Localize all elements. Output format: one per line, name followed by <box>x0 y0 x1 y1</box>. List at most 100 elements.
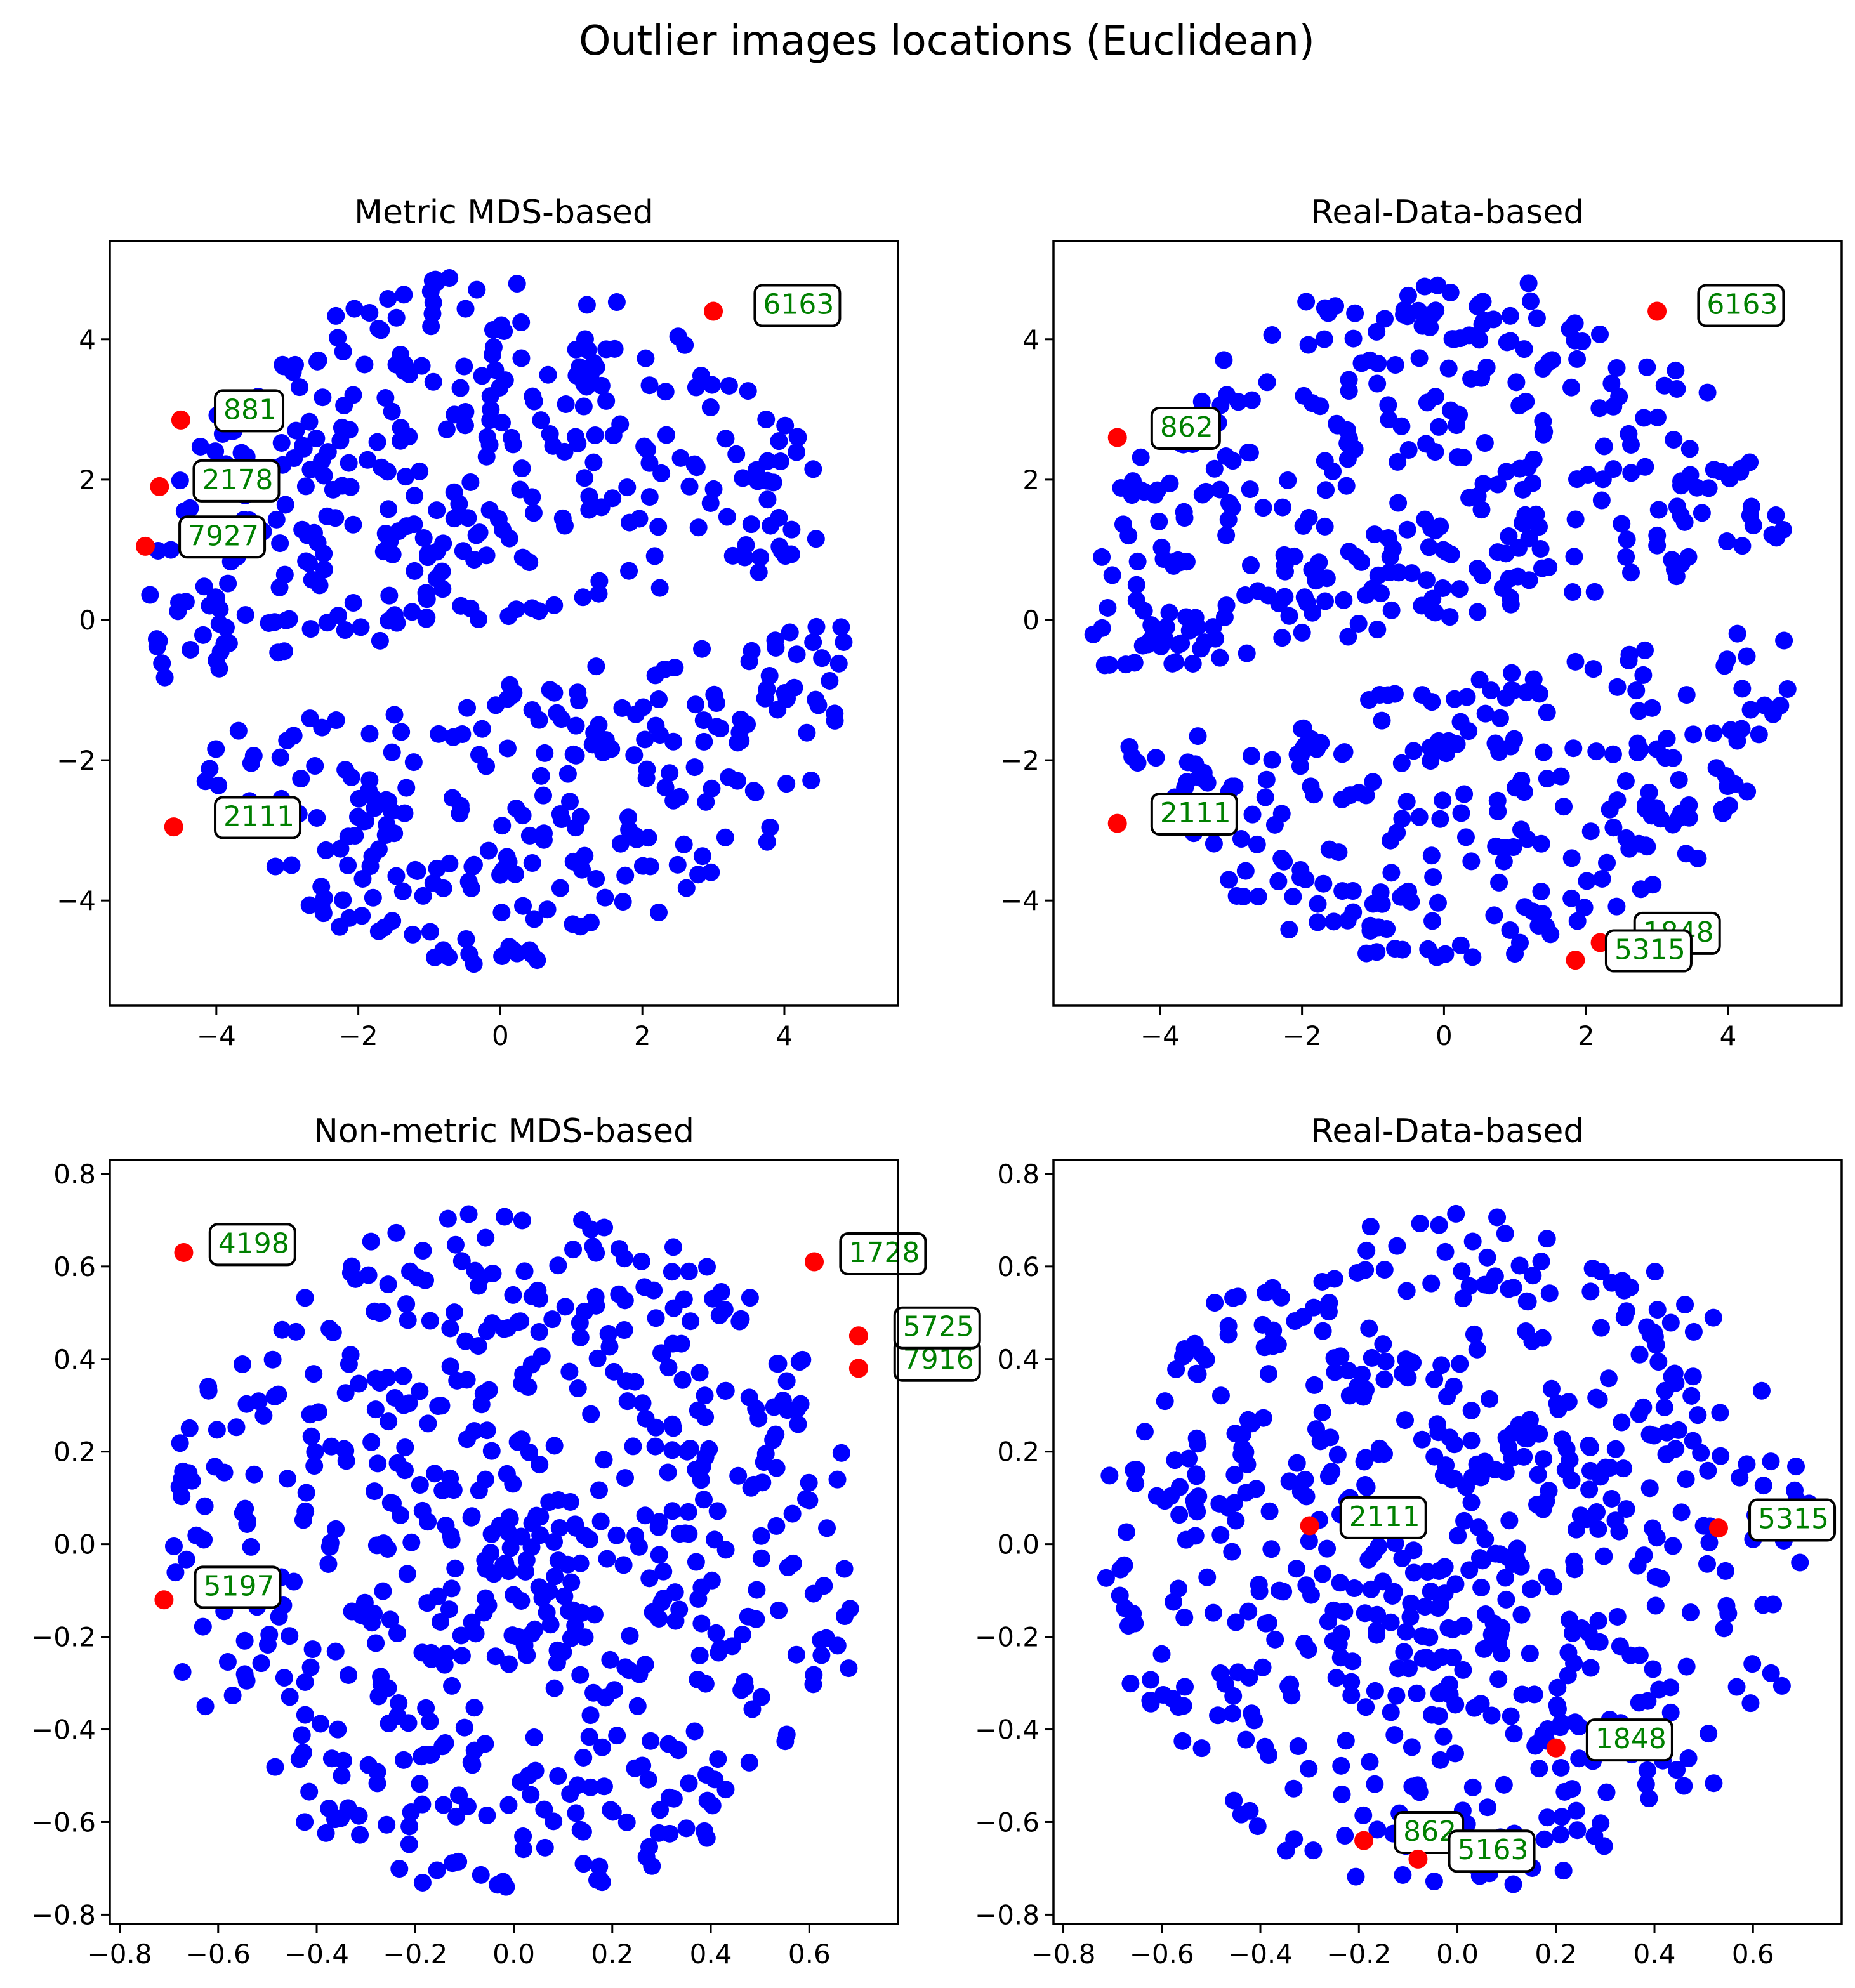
data-point <box>543 1310 562 1329</box>
data-point <box>377 525 395 544</box>
outlier-label: 6163 <box>1697 284 1785 327</box>
data-point <box>344 594 362 612</box>
data-point <box>640 488 659 506</box>
data-point <box>1419 940 1437 958</box>
data-point <box>478 1806 496 1824</box>
data-point <box>1518 830 1536 848</box>
data-point <box>1430 1707 1448 1725</box>
data-point <box>1397 1282 1416 1300</box>
data-point <box>1538 703 1556 721</box>
outlier-label: 2111 <box>1150 792 1238 836</box>
data-point <box>723 546 742 565</box>
data-point <box>1628 1557 1647 1575</box>
data-point <box>1589 1520 1607 1538</box>
data-point <box>1644 1519 1662 1537</box>
data-point <box>1567 1801 1585 1820</box>
data-point <box>1608 791 1627 810</box>
data-point <box>480 501 499 519</box>
data-point <box>419 1414 437 1433</box>
data-point <box>1608 1607 1627 1626</box>
data-point <box>482 1525 501 1543</box>
data-point <box>1502 1707 1520 1725</box>
data-point <box>1675 1777 1693 1795</box>
data-point <box>564 915 582 933</box>
data-point <box>431 1612 449 1631</box>
data-point <box>1186 1527 1205 1545</box>
data-point <box>1698 1555 1717 1573</box>
data-point <box>1481 1390 1499 1408</box>
data-point <box>383 743 401 761</box>
data-point <box>1220 871 1238 889</box>
data-point <box>1280 1472 1298 1491</box>
data-point <box>1553 1808 1571 1826</box>
data-point <box>1402 1594 1420 1612</box>
data-point <box>398 1565 416 1583</box>
data-point <box>642 1732 660 1750</box>
data-point <box>465 1699 484 1717</box>
outlier-point <box>135 536 155 556</box>
data-point <box>1525 1685 1543 1704</box>
outlier-label-text: 2178 <box>202 464 273 496</box>
outlier-label-text: 5197 <box>203 1570 274 1602</box>
data-point <box>483 345 501 364</box>
data-point <box>1565 548 1583 566</box>
data-point <box>481 411 499 430</box>
data-point <box>411 1775 429 1793</box>
data-point <box>459 1205 478 1223</box>
data-point <box>1587 742 1606 761</box>
data-point <box>1256 788 1274 806</box>
data-point <box>1362 1580 1380 1598</box>
data-point <box>1197 482 1215 501</box>
data-point <box>1684 725 1703 744</box>
data-point <box>284 363 302 381</box>
data-point <box>245 1465 263 1484</box>
data-point <box>1704 1308 1722 1327</box>
data-point <box>458 699 477 717</box>
data-point <box>587 358 605 376</box>
data-point <box>1302 777 1320 796</box>
data-point <box>693 640 711 658</box>
data-point <box>327 306 345 325</box>
data-point <box>447 1807 466 1826</box>
data-point <box>1368 322 1386 341</box>
data-point <box>1259 1365 1277 1383</box>
data-point <box>1243 391 1261 409</box>
data-point <box>336 1384 355 1402</box>
data-point <box>307 430 326 448</box>
data-point <box>1369 354 1387 372</box>
data-point <box>1589 1612 1607 1630</box>
data-point <box>437 420 456 438</box>
outlier-label-box <box>1150 792 1238 836</box>
data-point <box>1477 359 1496 377</box>
data-point <box>727 445 746 463</box>
data-point <box>199 1381 218 1400</box>
data-point <box>1581 1282 1600 1301</box>
data-point <box>434 941 452 959</box>
data-point <box>1727 1678 1746 1696</box>
data-point <box>1664 1537 1682 1555</box>
panel-1: Metric MDS-based−4 −2 0 2 4−4−20246163881217… <box>56 194 899 1051</box>
y-tick-label: −0.2 <box>975 1622 1040 1653</box>
data-point <box>1389 452 1407 471</box>
data-point <box>744 1475 763 1494</box>
data-point <box>489 1876 507 1894</box>
outlier-label-box <box>178 515 267 559</box>
data-point <box>445 483 463 501</box>
data-point <box>756 1445 775 1463</box>
y-tick-label: −2 <box>56 745 96 776</box>
data-point <box>1649 1353 1668 1371</box>
outlier-label-text: 5315 <box>1614 934 1686 966</box>
data-point <box>1680 440 1699 458</box>
data-point <box>1316 452 1334 470</box>
data-point <box>458 1371 476 1389</box>
data-point <box>514 1840 532 1859</box>
data-point <box>392 431 410 450</box>
data-point <box>690 1646 709 1664</box>
data-point <box>1604 819 1623 837</box>
data-point <box>317 1824 335 1842</box>
data-point <box>1534 412 1552 430</box>
data-point <box>821 671 839 690</box>
data-point <box>380 1715 398 1733</box>
data-point <box>477 1589 495 1607</box>
